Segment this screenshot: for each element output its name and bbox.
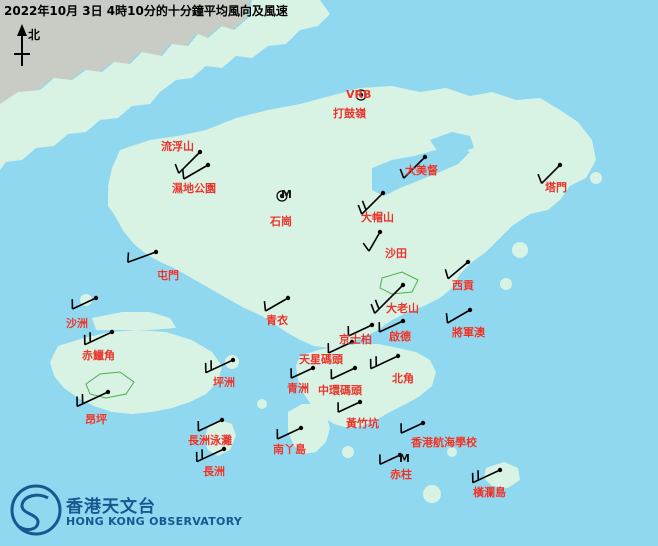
station-label: 石崗 — [270, 215, 292, 228]
station-label: 青衣 — [266, 314, 288, 327]
wind-barb — [400, 420, 426, 434]
station-label: 北角 — [392, 372, 414, 385]
station-label: 大老山 — [386, 302, 419, 315]
wind-barb — [355, 89, 367, 101]
station-label: 大帽山 — [361, 211, 394, 224]
station-label: 南丫島 — [273, 443, 306, 456]
wind-barb — [362, 229, 383, 252]
wind-barb — [330, 365, 358, 380]
wind-barb — [537, 162, 563, 184]
station-label: 流浮山 — [161, 140, 194, 153]
station-label: 赤鱲角 — [82, 349, 115, 362]
station-label: 橫瀾島 — [473, 486, 506, 499]
station-label: 打鼓嶺 — [333, 107, 366, 120]
logo-name-cn: 香港天文台 — [66, 497, 156, 517]
station-label: 大美督 — [405, 164, 438, 177]
station-label: 中環碼頭 — [318, 384, 362, 397]
station-label: 將軍澳 — [452, 326, 485, 339]
station-label: 啟德 — [389, 330, 411, 343]
wind-barb — [195, 446, 227, 463]
map-annotation: VRB — [346, 88, 372, 101]
map-annotation: M — [399, 452, 410, 465]
station-label: 天星碼頭 — [299, 353, 343, 366]
station-label: 京士柏 — [339, 333, 372, 346]
wind-barb — [370, 282, 406, 314]
wind-barb — [276, 425, 304, 440]
station-label: 長洲泳灘 — [188, 434, 232, 447]
wind-barb — [399, 154, 428, 179]
station-label: 西貢 — [452, 279, 474, 292]
wind-barb — [71, 295, 99, 310]
wind-barb — [379, 452, 403, 466]
wind-barb — [378, 318, 406, 333]
station-label: 昂坪 — [85, 413, 107, 426]
station-label: 香港航海學校 — [411, 436, 477, 449]
wind-barb — [327, 339, 355, 354]
hko-logo — [8, 484, 258, 540]
page-title: 2022年10月 3日 4時10分的十分鐘平均風向及風速 — [4, 4, 288, 18]
station-label: 坪洲 — [213, 376, 235, 389]
wind-barb — [197, 417, 225, 432]
wind-barb — [445, 307, 473, 324]
map-annotation: M — [281, 188, 292, 201]
wind-barb — [357, 190, 386, 215]
north-arrow — [8, 24, 48, 68]
wind-barb — [471, 467, 503, 484]
station-label: 黃竹坑 — [346, 417, 379, 430]
station-label: 塔門 — [545, 181, 567, 194]
wind-barb — [204, 357, 236, 374]
station-label: 赤柱 — [390, 468, 412, 481]
wind-barb — [444, 259, 471, 280]
wind-barb — [290, 365, 316, 379]
wind-barb — [76, 389, 111, 408]
station-label: 沙洲 — [66, 317, 88, 330]
station-label: 屯門 — [157, 269, 179, 282]
wind-barb — [276, 190, 288, 202]
north-label: 北 — [28, 28, 41, 42]
wind-barb — [181, 162, 211, 180]
wind-barb — [369, 353, 401, 370]
station-label: 濕地公園 — [172, 182, 216, 195]
wind-barb — [263, 295, 291, 312]
wind-barb — [347, 322, 375, 337]
station-label: 青洲 — [287, 382, 309, 395]
station-label: 沙田 — [385, 247, 407, 260]
station-label: 長洲 — [203, 465, 225, 478]
wind-barb — [337, 399, 363, 413]
wind-barb — [127, 249, 159, 264]
logo-name-en: HONG KONG OBSERVATORY — [66, 515, 243, 528]
wind-barb — [83, 329, 115, 346]
